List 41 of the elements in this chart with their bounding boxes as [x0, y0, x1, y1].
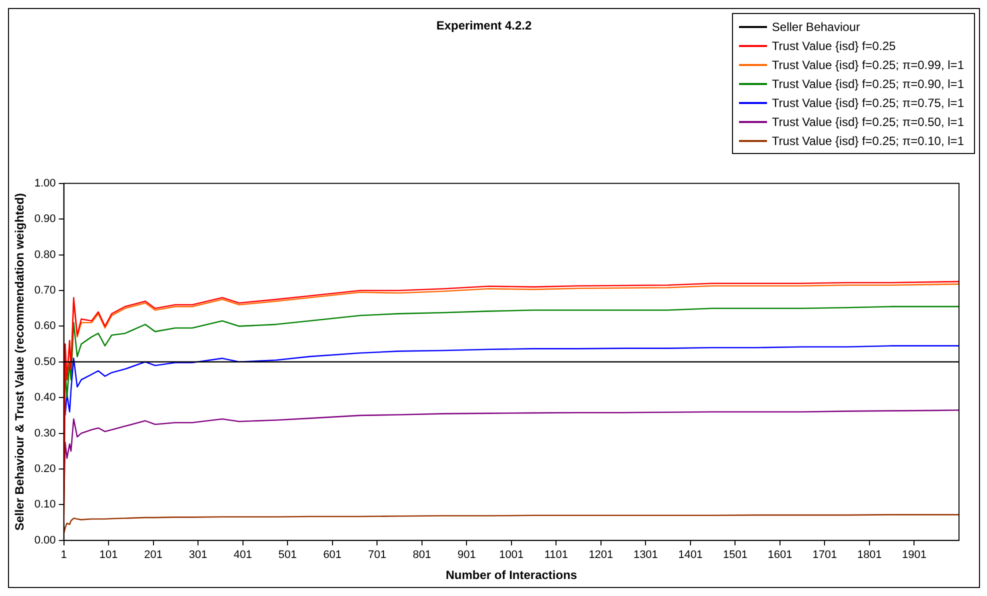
legend-label: Seller Behaviour	[772, 20, 860, 34]
legend-label: Trust Value {isd} f=0.25	[772, 38, 896, 52]
legend-label: Trust Value {isd} f=0.25; π=0.99, l=1	[772, 58, 964, 72]
y-tick-label: 0.60	[34, 320, 56, 332]
y-tick-label: 0.20	[34, 463, 56, 476]
legend-label: Trust Value {isd} f=0.25; π=0.10, l=1	[772, 134, 964, 148]
y-tick-label: 1.00	[34, 177, 56, 190]
chart-title: Experiment 4.2.2	[436, 18, 532, 33]
y-tick-label: 0.50	[34, 356, 56, 368]
y-tick-label: 0.40	[34, 392, 56, 404]
y-axis-title: Seller Behaviour & Trust Value (recommendation weighted)	[12, 193, 27, 531]
x-tick-label: 801	[412, 549, 432, 562]
x-tick-label: 1701	[812, 549, 837, 562]
x-tick-label: 1501	[722, 549, 748, 562]
y-tick-label: 0.30	[34, 427, 56, 440]
x-tick-label: 701	[368, 549, 386, 562]
legend-label: Trust Value {isd} f=0.25; π=0.75, l=1	[772, 96, 964, 110]
y-tick-label: 0.90	[34, 213, 56, 226]
x-tick-label: 1001	[499, 549, 524, 562]
legend-label: Trust Value {isd} f=0.25; π=0.90, l=1	[772, 76, 964, 90]
y-tick-label: 0.00	[34, 534, 56, 546]
x-tick-label: 1201	[588, 549, 614, 562]
x-tick-label: 901	[457, 549, 476, 562]
y-tick-label: 0.70	[34, 284, 56, 297]
y-tick-label: 0.80	[34, 248, 56, 261]
x-tick-label: 201	[144, 549, 163, 562]
x-tick-label: 1301	[633, 549, 658, 562]
x-tick-label: 101	[99, 549, 118, 562]
x-tick-label: 1	[60, 549, 67, 562]
x-tick-label: 1101	[544, 549, 568, 562]
x-tick-label: 1901	[902, 549, 926, 562]
x-tick-label: 501	[278, 549, 297, 562]
x-tick-label: 601	[323, 549, 342, 562]
x-tick-label: 1601	[768, 549, 792, 562]
x-tick-label: 1401	[678, 549, 703, 562]
y-tick-label: 0.10	[34, 498, 56, 511]
x-tick-label: 401	[234, 549, 252, 562]
legend-label: Trust Value {isd} f=0.25; π=0.50, l=1	[772, 114, 964, 128]
x-axis-title: Number of Interactions	[446, 568, 578, 582]
x-tick-label: 1801	[857, 549, 882, 562]
x-tick-label: 301	[188, 549, 208, 562]
